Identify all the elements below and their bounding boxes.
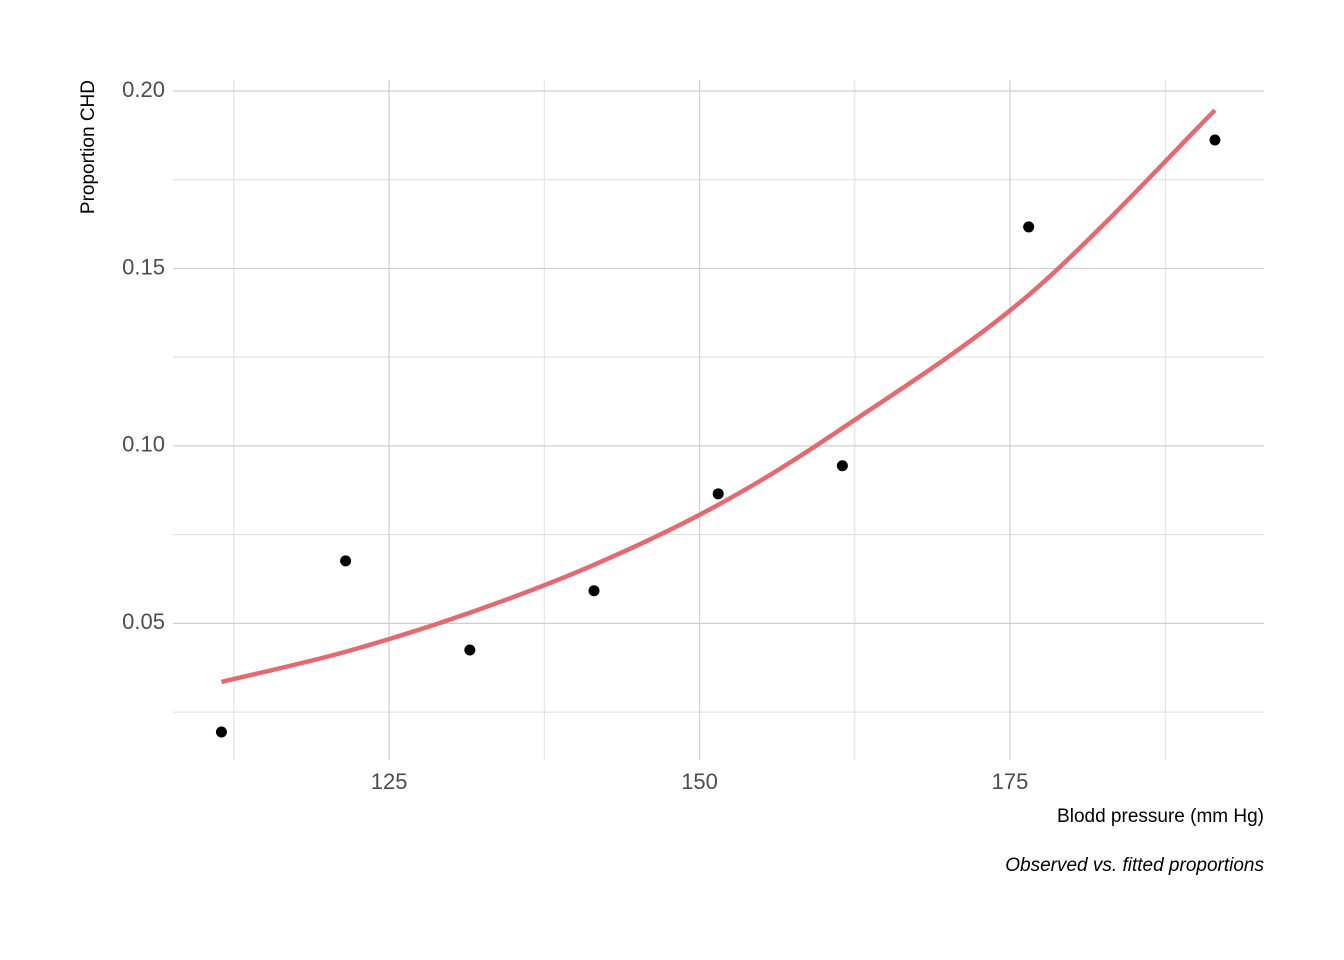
caption: Observed vs. fitted proportions — [1005, 855, 1264, 876]
y-tick-label: 0.15 — [122, 254, 165, 279]
x-axis-label: Blodd pressure (mm Hg) — [1057, 806, 1264, 827]
data-point — [464, 644, 476, 656]
x-tick-label: 150 — [681, 769, 718, 794]
data-point — [215, 726, 227, 738]
data-point — [1023, 221, 1035, 233]
data-point — [588, 585, 600, 597]
y-axis-label: Proportion CHD — [78, 80, 99, 214]
data-point — [836, 460, 848, 472]
fitted-line — [220, 108, 1217, 685]
y-tick-label: 0.10 — [122, 432, 165, 457]
x-tick-label: 125 — [371, 769, 408, 794]
data-point — [1209, 134, 1221, 146]
data-point — [340, 555, 352, 567]
x-tick-label: 175 — [992, 769, 1029, 794]
y-tick-label: 0.05 — [122, 609, 165, 634]
data-point — [712, 488, 724, 500]
y-tick-label: 0.20 — [122, 77, 165, 102]
